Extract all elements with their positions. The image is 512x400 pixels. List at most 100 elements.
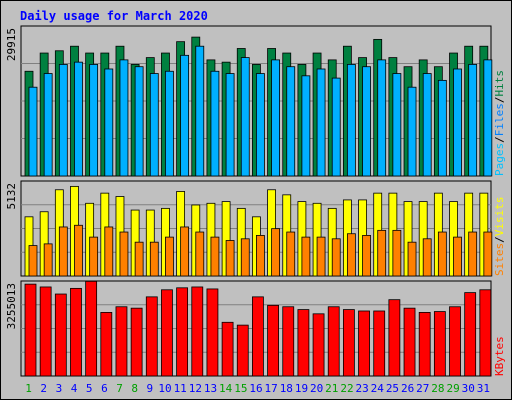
bar-kbytes: [236, 324, 249, 377]
bar-files: [195, 45, 205, 177]
y-max-label: 29915: [5, 28, 18, 61]
legend-visits-panel: Sites/Visits: [493, 197, 506, 277]
bar-sites: [392, 229, 402, 277]
bar-files: [165, 70, 174, 177]
bar-kbytes: [312, 313, 325, 377]
bar-files: [407, 86, 417, 177]
x-tick-label: 5: [86, 382, 93, 395]
x-tick-label: 9: [147, 382, 154, 395]
bar-kbytes: [358, 310, 370, 377]
bar-sites: [195, 231, 205, 277]
bar-files: [225, 73, 235, 177]
bar-sites: [331, 238, 341, 277]
bar-kbytes: [70, 287, 82, 377]
bar-files: [271, 59, 280, 177]
bar-sites: [271, 228, 280, 277]
bar-files: [377, 59, 387, 177]
x-tick-label: 22: [340, 382, 353, 395]
bar-sites: [134, 241, 144, 277]
bar-kbytes: [100, 311, 113, 377]
y-max-label: 3255013: [5, 283, 18, 329]
bar-files: [119, 59, 129, 177]
legend-separator: /: [493, 136, 506, 143]
x-tick-label: 17: [265, 382, 278, 395]
y-max-label: 5132: [5, 183, 18, 210]
bar-sites: [346, 233, 356, 277]
bar-files: [346, 64, 356, 177]
bar-kbytes: [418, 311, 431, 377]
bar-sites: [28, 245, 38, 277]
legend-item-visits: Visits: [493, 197, 506, 237]
x-tick-label: 21: [325, 382, 338, 395]
bar-files: [89, 64, 99, 177]
bar-kbytes: [252, 296, 264, 377]
bar-kbytes: [433, 311, 446, 377]
bar-kbytes: [145, 296, 158, 377]
x-tick-label: 1: [25, 382, 32, 395]
legend-kbytes-panel: KBytes: [493, 336, 506, 376]
bar-sites: [316, 236, 326, 277]
bar-kbytes: [267, 304, 279, 377]
bar-kbytes: [161, 289, 173, 377]
bar-sites: [377, 229, 387, 277]
bar-files: [149, 73, 159, 177]
bar-kbytes: [373, 310, 386, 377]
legend-hits-panel: Pages/Files/Hits: [493, 70, 506, 176]
bar-sites: [180, 226, 190, 277]
bar-sites: [407, 241, 417, 277]
bar-files: [28, 86, 38, 177]
bar-sites: [225, 240, 235, 277]
bar-sites: [256, 235, 265, 277]
bar-files: [256, 73, 265, 177]
x-tick-label: 23: [356, 382, 369, 395]
bar-files: [43, 73, 53, 177]
legend-item-hits: Hits: [493, 70, 506, 97]
bar-files: [316, 68, 326, 177]
legend-item-sites: Sites: [493, 243, 506, 276]
bar-files: [240, 57, 250, 177]
bar-files: [180, 54, 190, 177]
bar-sites: [119, 231, 129, 277]
bar-kbytes: [403, 307, 416, 377]
x-tick-label: 24: [371, 382, 385, 395]
x-tick-label: 7: [116, 382, 123, 395]
x-tick-label: 4: [71, 382, 78, 395]
bar-kbytes: [24, 283, 37, 377]
bar-files: [134, 66, 144, 177]
bar-kbytes: [85, 280, 98, 377]
legend-separator: /: [493, 236, 506, 243]
bar-files: [104, 68, 114, 177]
x-tick-label: 28: [431, 382, 444, 395]
bar-kbytes: [115, 306, 128, 377]
bar-files: [422, 73, 432, 177]
chart-title: Daily usage for March 2020: [20, 9, 208, 23]
x-tick-label: 26: [401, 382, 414, 395]
x-tick-label: 8: [131, 382, 138, 395]
bar-sites: [104, 226, 114, 277]
x-tick-label: 6: [101, 382, 108, 395]
bar-sites: [240, 238, 250, 277]
bar-sites: [89, 236, 99, 277]
bar-files: [331, 77, 341, 177]
bar-files: [453, 68, 462, 177]
bar-files: [437, 79, 447, 177]
bar-files: [392, 73, 402, 177]
x-tick-label: 13: [204, 382, 217, 395]
bar-sites: [149, 241, 159, 277]
bar-files: [301, 75, 311, 177]
bar-kbytes: [221, 321, 234, 377]
legend-item-pages: Pages: [493, 143, 506, 176]
x-tick-label: 30: [462, 382, 475, 395]
bar-sites: [74, 224, 83, 277]
bar-kbytes: [39, 286, 52, 377]
bar-files: [58, 64, 68, 177]
bar-kbytes: [282, 306, 295, 377]
bar-kbytes: [464, 292, 477, 377]
bar-sites: [58, 226, 68, 277]
bar-kbytes: [176, 287, 189, 377]
x-tick-label: 12: [189, 382, 202, 395]
bar-sites: [453, 236, 462, 277]
bar-kbytes: [130, 307, 143, 377]
bar-kbytes: [388, 299, 401, 377]
